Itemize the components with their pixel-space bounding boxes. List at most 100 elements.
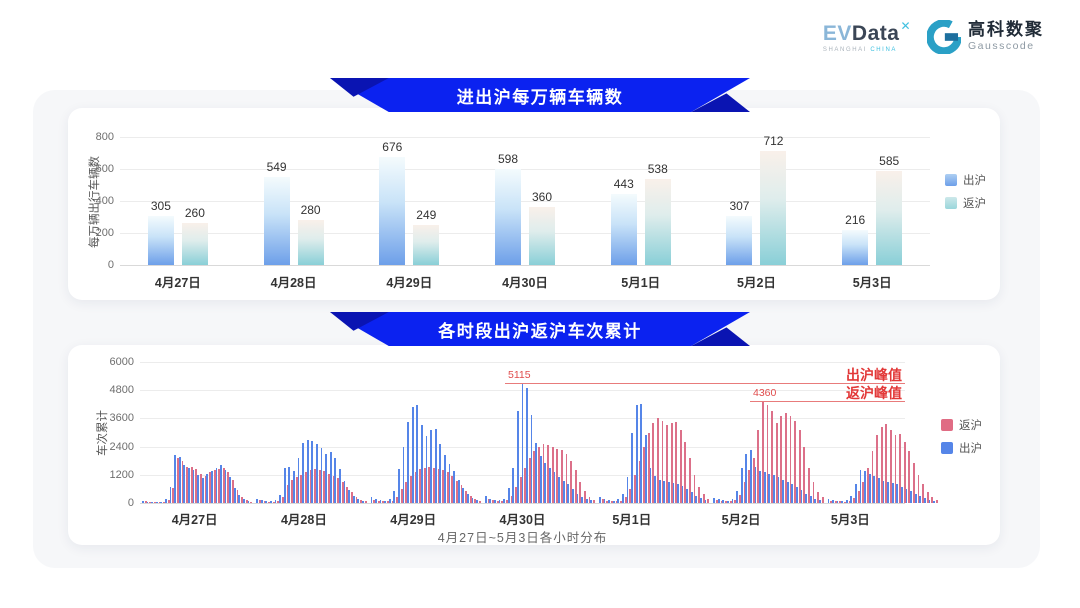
hour-bar-pair	[640, 404, 645, 503]
hour-bar-pair	[891, 434, 897, 503]
hour-bar-out	[398, 468, 400, 503]
hour-bar-return	[798, 430, 801, 503]
hour-bar-pair	[379, 500, 385, 503]
hour-bar-pair	[512, 467, 517, 503]
hour-bar-return	[675, 421, 678, 503]
hour-bar-pair	[882, 424, 888, 503]
hour-bar-return	[679, 430, 682, 503]
hour-bar-out	[421, 425, 423, 503]
hour-bar-return	[433, 467, 435, 503]
hour-bar-return	[794, 420, 796, 503]
hour-bar-return	[323, 471, 326, 503]
bar-value-label: 712	[763, 134, 784, 149]
hour-bar-pair	[297, 458, 303, 503]
hour-bar-out	[868, 473, 871, 503]
hour-bar-pair	[544, 445, 550, 503]
x-axis-day-label: 5月2日	[737, 276, 776, 290]
hour-bar-return	[149, 501, 152, 503]
hour-bar-pair	[315, 444, 321, 503]
x-axis-day-label: 4月28日	[270, 276, 317, 290]
y-tick-label: 800	[95, 131, 114, 143]
hour-bar-pair	[357, 498, 362, 503]
y-tick-label: 4800	[109, 384, 134, 397]
hour-bar-pair	[836, 500, 842, 503]
hour-bar-out	[484, 496, 487, 503]
hour-bar-out	[818, 500, 821, 503]
hour-bar-return	[899, 433, 901, 503]
hour-bar-return	[647, 432, 650, 503]
daily-bar-return: 712	[760, 134, 787, 265]
hour-bar-return	[414, 472, 417, 503]
hour-bar-pair	[549, 446, 554, 503]
hour-bar-out	[713, 498, 716, 503]
hour-bar-out	[736, 491, 739, 503]
legend-item-chusu[interactable]: 出沪	[941, 440, 982, 456]
hour-bar-out	[512, 467, 515, 503]
hour-bar-pair	[585, 496, 591, 503]
hour-bar-pair	[434, 428, 440, 503]
hour-bar-out	[612, 500, 615, 503]
hour-bar-out	[923, 498, 926, 503]
hour-bar-pair	[283, 467, 289, 503]
hour-bar-pair	[402, 446, 408, 503]
hour-bar-pair	[384, 500, 389, 503]
hour-bar-out	[759, 471, 761, 503]
hour-bar-pair	[868, 451, 874, 503]
hour-bar-return	[213, 470, 216, 503]
legend-item-fansu[interactable]: 返沪	[941, 417, 982, 433]
daily-bar-group: 598 360	[467, 137, 583, 265]
chart1-plot-area: 305 260 549 280 676 249 598 360 443 538 307 712 216 5…	[120, 134, 930, 265]
hour-bar-out	[384, 500, 387, 503]
hour-bar-pair	[667, 423, 673, 503]
hour-bar-out	[754, 466, 757, 503]
hour-bar-pair	[558, 450, 563, 503]
hour-bar-pair	[192, 468, 198, 503]
hour-bar-out	[933, 500, 935, 503]
hour-bar-return	[158, 502, 161, 503]
hour-bar-out	[146, 501, 149, 503]
bar-value-label: 538	[647, 161, 668, 176]
hour-bar-pair	[855, 484, 860, 503]
hour-bar-return	[350, 492, 353, 503]
legend-item-chusu[interactable]: 出沪	[945, 172, 986, 188]
hour-bar-pair	[174, 454, 179, 503]
hour-bar-pair	[453, 471, 458, 503]
hour-bar-return	[775, 423, 778, 503]
hour-bar-pair	[398, 468, 403, 503]
hour-bar-return	[528, 458, 531, 503]
hour-bar-return	[181, 460, 184, 503]
hour-bar-out	[288, 466, 291, 503]
y-tick-label: 6000	[109, 356, 134, 368]
chart1-x-axis-labels: 4月27日 4月28日 4月29日 4月30日 5月1日 5月2日 5月3日	[120, 272, 930, 291]
hour-bar-pair	[713, 498, 718, 503]
hour-bar-return	[314, 468, 316, 503]
hour-bar-pair	[197, 473, 202, 503]
hour-bar-pair	[759, 400, 764, 503]
daily-bar-out: 443	[610, 177, 637, 265]
hour-bar-pair	[503, 498, 508, 503]
hour-bar-out	[686, 488, 689, 503]
hour-bar-pair	[462, 487, 467, 503]
legend-item-fansu[interactable]: 返沪	[945, 195, 986, 211]
hour-bar-pair	[489, 498, 494, 503]
hour-bar-return	[501, 501, 504, 503]
hour-bar-pair	[750, 450, 755, 503]
hour-bar-pair	[329, 452, 335, 503]
x-axis-day-label: 5月3日	[852, 276, 892, 290]
bar-value-label: 305	[150, 199, 171, 214]
hour-bar-out	[293, 471, 295, 503]
gausscode-logo: 高科数聚 Gausscode	[927, 20, 1044, 54]
hour-bar-return	[382, 501, 385, 503]
y-tick-label: 400	[95, 195, 114, 207]
hour-bar-out	[722, 500, 725, 503]
hour-bar-return	[222, 467, 225, 503]
x-axis-day-label: 4月28日	[280, 513, 327, 527]
hour-bar-out	[197, 474, 199, 503]
hour-bar-pair	[859, 470, 865, 503]
hour-bar-pair	[777, 416, 783, 503]
bar-value-label: 249	[416, 208, 437, 223]
hour-bar-pair	[160, 501, 165, 503]
hour-bar-return	[757, 430, 760, 503]
hour-bar-return	[780, 416, 783, 503]
hour-bar-return	[295, 477, 298, 503]
